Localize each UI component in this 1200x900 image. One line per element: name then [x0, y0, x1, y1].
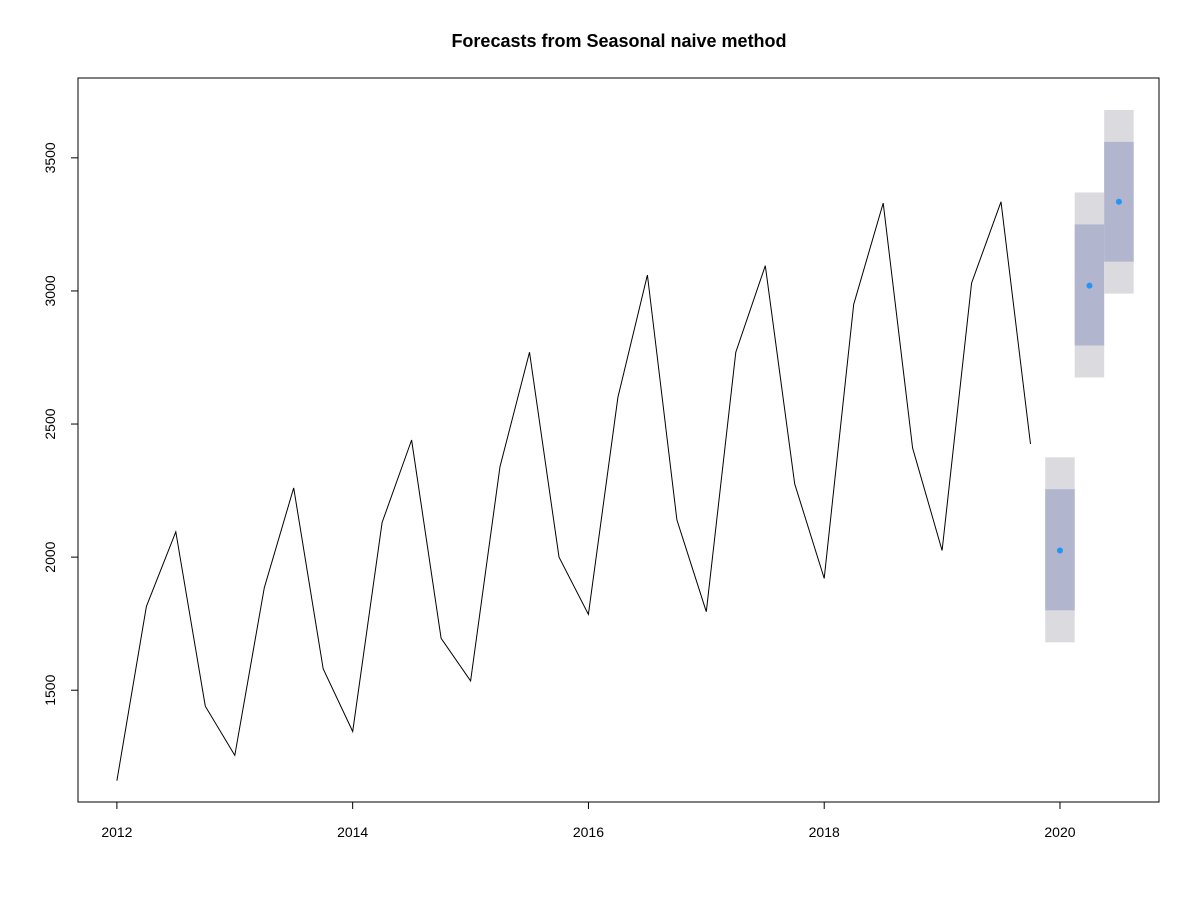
point-forecast: [1056, 547, 1063, 554]
x-tick-label: 2012: [101, 824, 132, 840]
history-series: [116, 201, 1031, 781]
y-tick-label: 1500: [42, 674, 58, 705]
point-forecasts: [1056, 198, 1122, 554]
point-forecast: [1086, 282, 1093, 289]
y-tick-label: 2000: [42, 541, 58, 572]
prediction-intervals: [1045, 109, 1134, 643]
x-tick-label: 2016: [573, 824, 604, 840]
plot-frame: [77, 77, 1160, 803]
y-tick-label: 2500: [42, 408, 58, 439]
y-axis: 1500 2000 2500 3000 3500: [42, 142, 79, 706]
chart-title: Forecasts from Seasonal naive method: [451, 31, 786, 51]
x-tick-label: 2020: [1044, 824, 1075, 840]
y-tick-label: 3500: [42, 142, 58, 173]
x-tick-label: 2014: [337, 824, 368, 840]
point-forecast: [1115, 198, 1122, 205]
history-line: [116, 201, 1031, 781]
y-tick-label: 3000: [42, 275, 58, 306]
x-tick-label: 2018: [809, 824, 840, 840]
x-axis: 2012 2014 2016 2018 2020: [101, 801, 1076, 840]
